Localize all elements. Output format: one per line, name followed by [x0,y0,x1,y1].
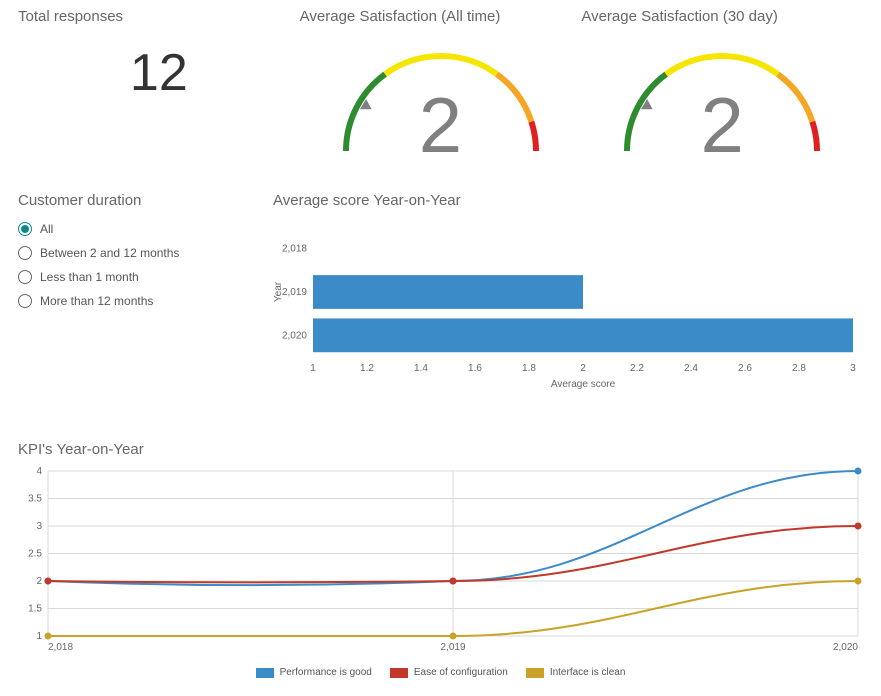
svg-text:1.8: 1.8 [522,363,536,374]
svg-text:4: 4 [36,466,42,477]
radio-label: More than 12 months [40,294,153,308]
svg-text:2,019: 2,019 [282,287,307,298]
svg-text:1: 1 [310,363,316,374]
customer-duration-radio-list: All Between 2 and 12 months Less than 1 mo… [18,217,273,313]
kpi-line-chart: 1 1.5 2 2.5 3 3.5 4 2,018 2,019 2,020 [18,466,863,656]
svg-text:2,020: 2,020 [282,330,307,341]
duration-radio-0[interactable]: All [18,217,273,241]
svg-text:2: 2 [36,576,42,587]
radio-label: Between 2 and 12 months [40,246,179,260]
satisfaction-30day-value: 2 [597,86,847,164]
total-responses-title: Total responses [18,8,300,25]
svg-text:Average score: Average score [551,379,616,390]
svg-text:2.4: 2.4 [684,363,698,374]
duration-radio-2[interactable]: Less than 1 month [18,265,273,289]
satisfaction-all-time-value: 2 [316,86,566,164]
svg-text:Year: Year [273,281,284,302]
svg-text:1.6: 1.6 [468,363,482,374]
svg-text:1: 1 [36,631,42,642]
svg-text:2.6: 2.6 [738,363,752,374]
svg-text:2,019: 2,019 [440,642,465,653]
svg-text:3: 3 [850,363,856,374]
svg-text:2.2: 2.2 [630,363,644,374]
svg-text:1.5: 1.5 [28,604,42,615]
svg-text:3: 3 [36,521,42,532]
satisfaction-30day-title: Average Satisfaction (30 day) [581,8,863,25]
satisfaction-30day-gauge: 2 [597,33,847,158]
satisfaction-all-time-card: Average Satisfaction (All time) 2 [300,8,582,158]
kpi-title: KPI's Year-on-Year [18,441,863,458]
year-bar-title: Average score Year-on-Year [273,192,863,209]
radio-icon [18,294,32,308]
duration-radio-1[interactable]: Between 2 and 12 months [18,241,273,265]
radio-label: Less than 1 month [40,270,139,284]
kpi-legend-item[interactable]: Interface is clean [526,667,626,678]
radio-icon [18,222,32,236]
legend-swatch [390,668,408,678]
svg-text:2.8: 2.8 [792,363,806,374]
kpi-legend: Performance is good Ease of configuration… [18,667,863,678]
svg-text:2,018: 2,018 [282,244,307,255]
satisfaction-all-time-gauge: 2 [316,33,566,158]
legend-swatch [256,668,274,678]
legend-label: Ease of configuration [414,667,508,678]
satisfaction-30day-card: Average Satisfaction (30 day) 2 [581,8,863,158]
svg-text:2: 2 [580,363,586,374]
legend-swatch [526,668,544,678]
svg-text:2,020: 2,020 [833,642,858,653]
satisfaction-all-time-title: Average Satisfaction (All time) [300,8,582,25]
radio-icon [18,270,32,284]
radio-label: All [40,222,53,236]
customer-duration-card: Customer duration All Between 2 and 12 mo… [18,192,273,397]
svg-text:3.5: 3.5 [28,494,42,505]
total-responses-value: 12 [18,43,300,103]
radio-icon [18,246,32,260]
year-bar-chart: 2,018 2,019 2,020 1 1.2 1.4 1.6 1.8 2 2.2 2.4 2.6 2.… [273,217,863,392]
mid-row: Customer duration All Between 2 and 12 mo… [18,192,863,397]
kpi-legend-item[interactable]: Ease of configuration [390,667,508,678]
svg-text:2.5: 2.5 [28,549,42,560]
total-responses-card: Total responses 12 [18,8,300,158]
top-row: Total responses 12 Average Satisfaction … [18,8,863,158]
svg-text:1.4: 1.4 [414,363,428,374]
year-bar-card: Average score Year-on-Year 2,0182,0192,0… [273,192,863,397]
legend-label: Interface is clean [550,667,626,678]
svg-text:1.2: 1.2 [360,363,374,374]
customer-duration-title: Customer duration [18,192,273,209]
legend-label: Performance is good [280,667,372,678]
duration-radio-3[interactable]: More than 12 months [18,289,273,313]
kpi-card: KPI's Year-on-Year 1 1.5 2 2.5 3 3.5 4 2,018 2,0… [18,441,863,678]
kpi-legend-item[interactable]: Performance is good [256,667,372,678]
svg-text:2,018: 2,018 [48,642,73,653]
